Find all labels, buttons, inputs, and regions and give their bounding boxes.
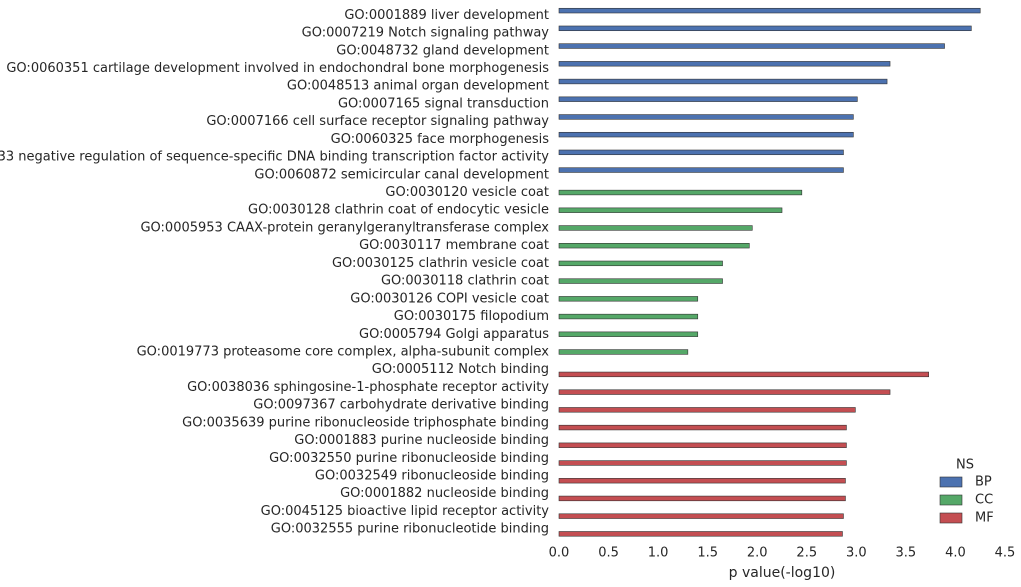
bar: [558, 495, 846, 502]
bar: [558, 513, 844, 519]
y-tick-label: GO:0043433 negative regulation of sequen…: [0, 150, 549, 165]
bar: [558, 424, 847, 431]
x-tick-label: 3.0: [846, 546, 867, 561]
legend-swatch: [939, 512, 963, 524]
x-tick-label: 1.0: [648, 546, 669, 561]
x-tick-label: 0.5: [598, 546, 619, 561]
x-axis-label: p value(-log10): [729, 565, 836, 581]
x-tick-label: 2.0: [747, 546, 768, 561]
bar: [558, 207, 783, 213]
x-tick-label: 3.5: [896, 546, 917, 561]
y-tick-label: GO:0019773 proteasome core complex, alph…: [137, 344, 550, 359]
y-tick-label: GO:0060872 semicircular canal developmen…: [254, 167, 549, 182]
bar: [558, 442, 847, 448]
x-tick-label: 1.5: [697, 546, 718, 561]
y-tick-label: GO:0030175 filopodium: [394, 309, 549, 324]
y-tick-label: GO:0030126 COPI vesicle coat: [350, 291, 549, 306]
bar: [558, 389, 891, 395]
y-tick-label: GO:0030128 clathrin coat of endocytic ve…: [248, 203, 549, 218]
bar: [558, 25, 972, 32]
legend-swatch: [939, 476, 963, 488]
x-tick-label: 2.5: [796, 546, 817, 561]
y-tick-label: GO:0035639 purine ribonucleoside triphos…: [182, 415, 549, 430]
y-tick-label: GO:0030117 membrane coat: [359, 238, 549, 253]
legend-label: BP: [975, 475, 992, 490]
bar: [558, 278, 723, 284]
bar: [558, 189, 803, 196]
y-tick-label: GO:0032555 purine ribonucleotide binding: [271, 522, 549, 537]
y-tick-label: GO:0030125 clathrin vesicle coat: [332, 256, 549, 271]
y-tick-label: GO:0038036 sphingosine-1-phosphate recep…: [187, 380, 549, 395]
bar: [558, 531, 843, 537]
bar: [558, 407, 856, 413]
bar: [558, 313, 699, 320]
bar: [558, 131, 854, 138]
y-tick-label: GO:0007219 Notch signaling pathway: [302, 26, 550, 41]
y-tick-label: GO:0007166 cell surface receptor signali…: [206, 114, 549, 129]
bar: [558, 43, 945, 49]
bar: [558, 296, 699, 302]
bar: [558, 260, 723, 267]
y-tick-label: GO:0005112 Notch binding: [372, 362, 549, 377]
bar: [558, 371, 929, 378]
y-tick-label: GO:0005953 CAAX-protein geranylgeranyltr…: [140, 220, 549, 235]
y-tick-label: GO:0032550 purine ribonucleoside binding: [269, 451, 549, 466]
y-tick-label: GO:0030120 vesicle coat: [385, 185, 549, 200]
y-tick-label: GO:0001883 purine nucleoside binding: [294, 433, 549, 448]
legend-label: CC: [975, 493, 993, 508]
legend-swatch: [939, 494, 963, 506]
bar: [558, 460, 847, 466]
y-tick-label: GO:0060325 face morphogenesis: [331, 132, 550, 147]
y-tick-label: GO:0030118 clathrin coat: [381, 274, 549, 289]
bar: [558, 478, 846, 484]
y-tick-label: GO:0001889 liver development: [344, 8, 549, 23]
y-tick-label: GO:0032549 ribonucleoside binding: [315, 468, 549, 483]
y-tick-label: GO:0097367 carbohydrate derivative bindi…: [253, 398, 549, 413]
y-tick-label: GO:0048513 animal organ development: [287, 79, 549, 94]
bar: [558, 167, 844, 173]
bar: [558, 243, 750, 249]
y-tick-label: GO:0060351 cartilage development involve…: [6, 61, 549, 76]
bar: [558, 225, 753, 231]
bar: [558, 61, 891, 67]
bar: [558, 114, 854, 120]
x-tick-label: 0.0: [549, 546, 570, 561]
y-tick-label: GO:0045125 bioactive lipid receptor acti…: [261, 504, 550, 519]
legend-title: NS: [956, 458, 974, 473]
x-tick-label: 4.5: [995, 546, 1016, 561]
x-tick-label: 4.0: [945, 546, 966, 561]
bar: [558, 7, 981, 14]
y-tick-label: GO:0048732 gland development: [336, 43, 549, 58]
y-tick-label: GO:0007165 signal transduction: [338, 96, 549, 111]
bar: [558, 149, 844, 156]
legend-label: MF: [975, 511, 994, 526]
y-tick-label: GO:0001882 nucleoside binding: [340, 486, 549, 501]
bar: [558, 331, 699, 337]
bar: [558, 96, 858, 102]
bar: [558, 78, 888, 85]
bar: [558, 349, 689, 355]
y-tick-label: GO:0005794 Golgi apparatus: [359, 327, 549, 342]
